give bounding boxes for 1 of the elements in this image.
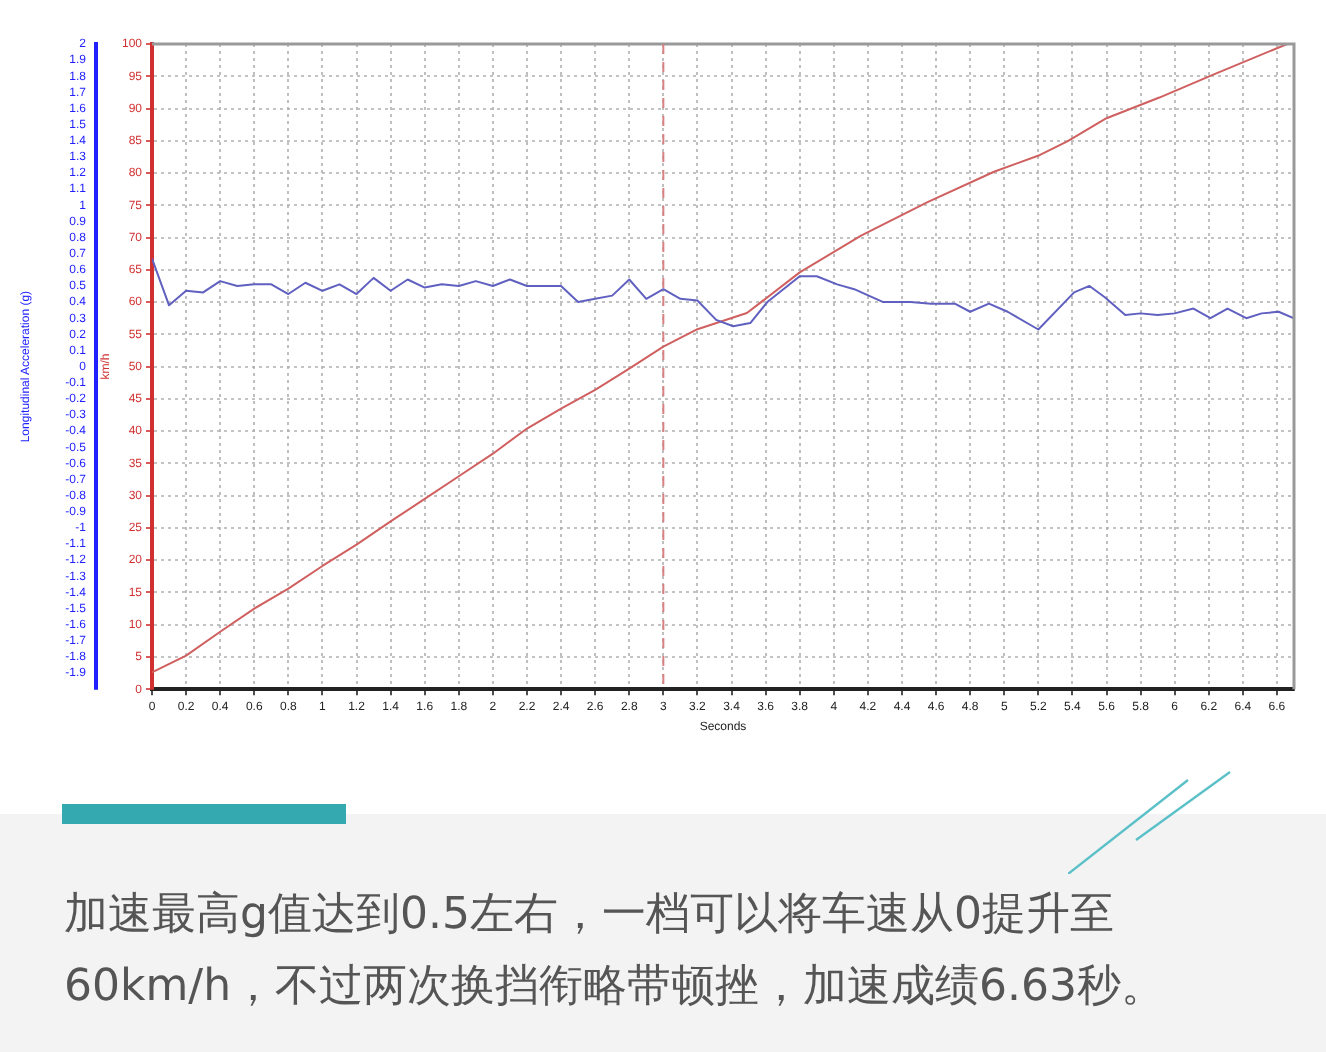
text: 加速最高g值达到0.5左右，一档可以将车速从0提升至60km/h，不过两次换挡衔略带顿挫，加速成绩6.63秒。 bbox=[64, 888, 1168, 1016]
